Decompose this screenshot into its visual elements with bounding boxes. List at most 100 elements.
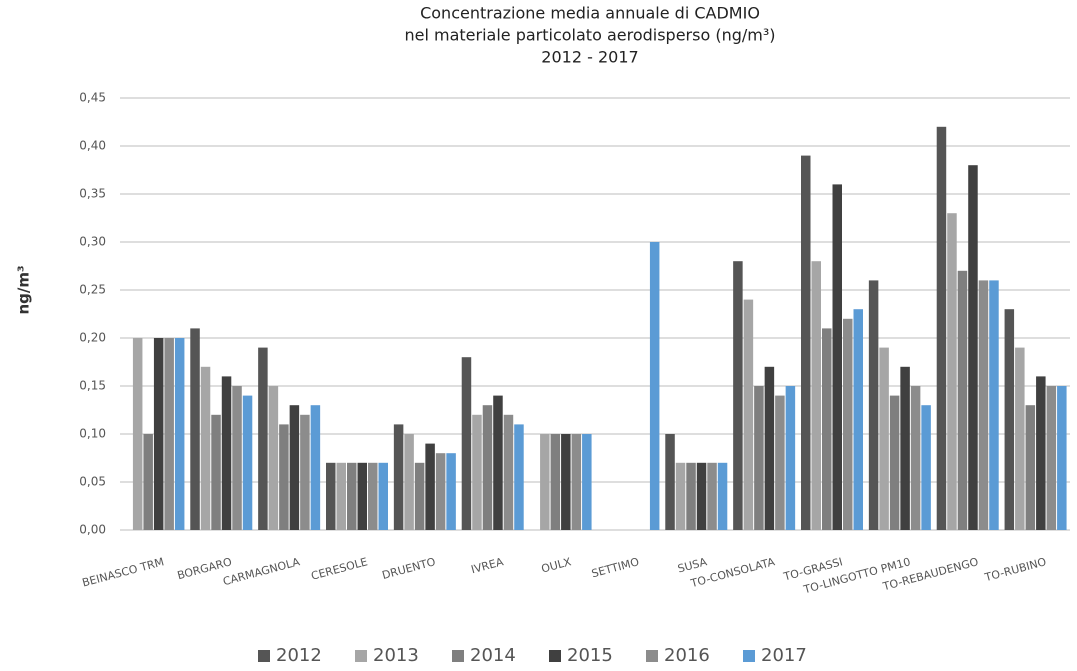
bar [910, 386, 921, 530]
bar [258, 347, 268, 530]
bar [211, 414, 221, 530]
bar [675, 462, 686, 530]
chart-title: Concentrazione media annuale di CADMIO [420, 4, 760, 23]
bar [733, 261, 743, 530]
bar [357, 462, 367, 530]
bar [785, 386, 796, 530]
legend-swatch [452, 650, 464, 662]
bar [279, 424, 289, 530]
bar [754, 386, 764, 530]
y-tick-label: 0,10 [79, 427, 106, 441]
bar [743, 299, 754, 530]
x-tick-label: CERESOLE [310, 555, 369, 583]
bar [268, 386, 279, 530]
x-tick-label: SETTIMO [590, 555, 641, 580]
legend-swatch [646, 650, 658, 662]
bar [446, 453, 456, 530]
bar [326, 462, 336, 530]
legend-label: 2014 [470, 645, 516, 666]
y-tick-label: 0,15 [79, 379, 106, 393]
bar [832, 184, 842, 530]
legend-swatch [355, 650, 367, 662]
bar [289, 405, 300, 530]
bar [1004, 309, 1015, 530]
bar [190, 328, 200, 530]
bar [879, 347, 889, 530]
bar [132, 338, 143, 530]
bar [811, 261, 821, 530]
x-tick-label: DRUENTO [381, 555, 438, 582]
bar [1036, 376, 1046, 530]
x-tick-label: TO-RUBINO [982, 555, 1048, 584]
bar [582, 434, 592, 530]
bar [503, 414, 514, 530]
bar [696, 462, 707, 530]
x-tick-label: IVREA [470, 555, 506, 576]
bar [822, 328, 832, 530]
bar [889, 395, 900, 530]
bar [143, 434, 153, 530]
bar [801, 155, 811, 530]
bar [707, 462, 717, 530]
bar [989, 280, 999, 530]
y-tick-label: 0,40 [79, 139, 106, 153]
bar [665, 434, 675, 530]
legend-label: 2012 [276, 645, 322, 666]
legend-label: 2017 [761, 645, 807, 666]
bar [300, 414, 310, 530]
bar [1046, 386, 1057, 530]
bar [764, 366, 775, 530]
bar [310, 405, 321, 530]
bar [164, 338, 174, 530]
y-tick-label: 0,00 [79, 523, 106, 537]
bar [461, 357, 472, 530]
bar [853, 309, 863, 530]
bar [1025, 405, 1036, 530]
bar [336, 462, 346, 530]
bar [378, 462, 388, 530]
bar [968, 165, 978, 530]
x-tick-label: OULX [540, 555, 573, 576]
y-tick-label: 0,20 [79, 331, 106, 345]
bar [242, 395, 253, 530]
y-tick-label: 0,35 [79, 187, 106, 201]
bar [900, 366, 910, 530]
bar [947, 213, 957, 530]
bar [232, 386, 242, 530]
bar [493, 395, 503, 530]
bar [775, 395, 785, 530]
legend-swatch [549, 650, 561, 662]
y-tick-label: 0,30 [79, 235, 106, 249]
bar [1057, 386, 1067, 530]
bar [957, 270, 968, 530]
bar [425, 443, 435, 530]
bar [868, 280, 879, 530]
legend-swatch [743, 650, 755, 662]
bar [1015, 347, 1025, 530]
bar [717, 462, 728, 530]
legend-label: 2013 [373, 645, 419, 666]
x-tick-label: BEINASCO TRM [81, 555, 166, 589]
bar [347, 462, 357, 530]
bar [978, 280, 989, 530]
y-tick-label: 0,05 [79, 475, 106, 489]
bar [482, 405, 493, 530]
legend-label: 2016 [664, 645, 710, 666]
bar [404, 434, 414, 530]
bar [435, 453, 446, 530]
bar [936, 126, 947, 531]
legend-label: 2015 [567, 645, 613, 666]
bar [843, 318, 853, 530]
chart-title: 2012 - 2017 [541, 48, 638, 67]
bar [540, 434, 550, 530]
bar [368, 462, 378, 530]
bar [414, 462, 425, 530]
bar [649, 242, 660, 530]
bar [200, 366, 211, 530]
bar [550, 434, 561, 530]
bar [921, 405, 931, 530]
bar [174, 338, 185, 530]
bar [561, 434, 571, 530]
bar [221, 376, 232, 530]
